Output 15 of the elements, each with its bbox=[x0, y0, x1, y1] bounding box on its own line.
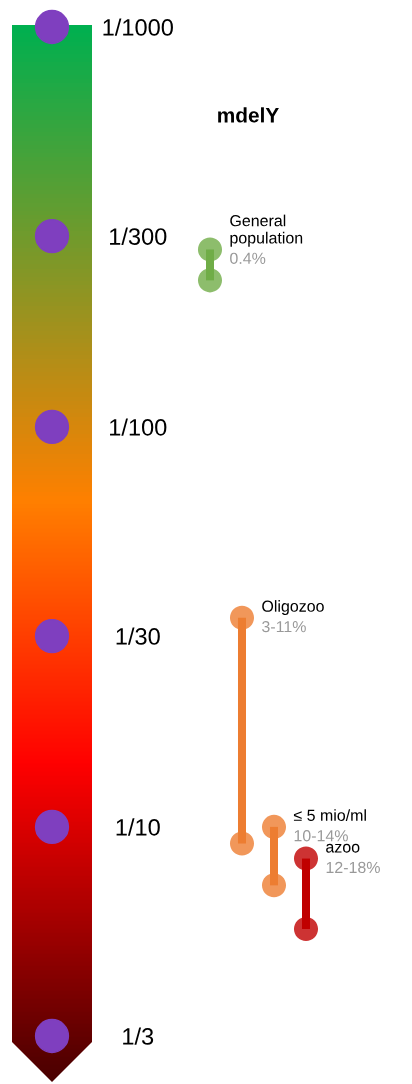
text: 12-18% bbox=[326, 861, 380, 874]
text: mdelY bbox=[218, 107, 279, 123]
y-tick-label: 1/30 bbox=[116, 627, 160, 645]
annotation: Oligozoo bbox=[262, 600, 324, 615]
y-tick-label: 1/300 bbox=[110, 227, 167, 245]
annotation: 0.4% bbox=[230, 252, 266, 264]
annotation: General population bbox=[230, 214, 303, 247]
text: azoo bbox=[326, 843, 360, 853]
y-tick-label: 1/1000 bbox=[103, 18, 173, 36]
y-tick-label: 1/3 bbox=[123, 1027, 154, 1045]
y-tick-label: 1/100 bbox=[110, 418, 167, 436]
annotation: ≤ 5 mio/ml bbox=[293, 809, 366, 821]
y-tick-label: 1/10 bbox=[116, 818, 160, 836]
annotation: 10-14% bbox=[294, 830, 348, 842]
annotation: 3-11% bbox=[262, 620, 306, 633]
